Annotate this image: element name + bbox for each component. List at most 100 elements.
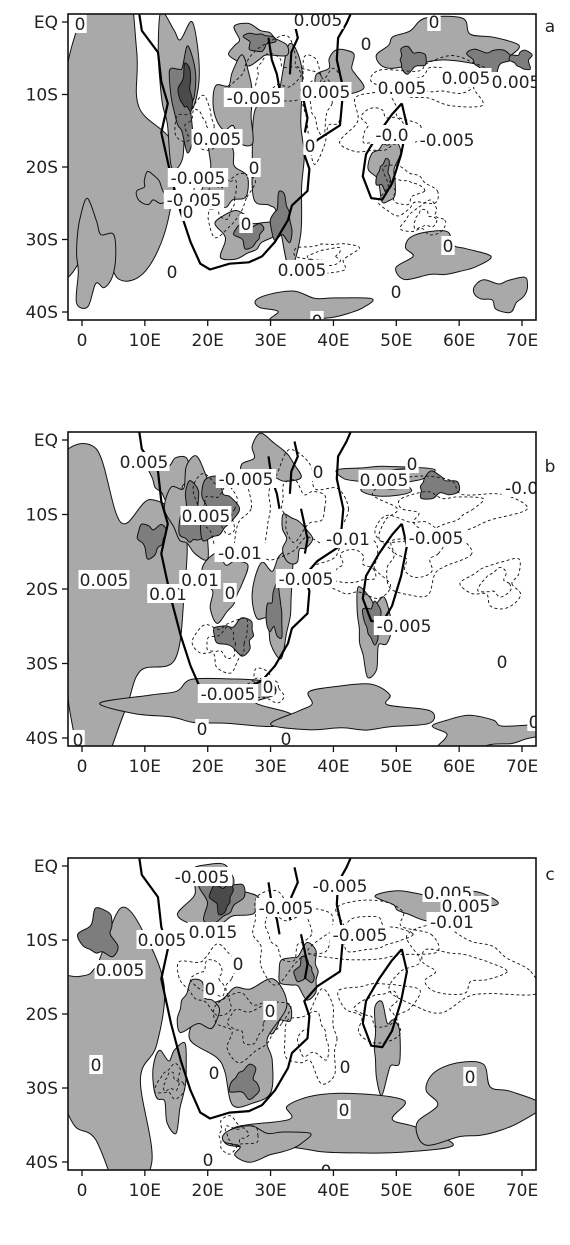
svg-text:0: 0 — [197, 720, 208, 740]
negative-contour — [204, 484, 238, 535]
panel-letter: a — [545, 17, 555, 37]
y-tick-label: 20S — [26, 1005, 58, 1025]
contour-line — [228, 22, 290, 67]
africa-coastline — [138, 14, 352, 271]
svg-text:-0.005: -0.005 — [279, 570, 334, 590]
contour-label: 0 — [303, 136, 317, 157]
negative-contour — [388, 924, 536, 1014]
x-tick-label: 10E — [129, 757, 161, 777]
contour-label: 0 — [207, 1063, 221, 1084]
shaded-region-mid — [266, 582, 283, 639]
contour-label: 0.005 — [78, 570, 130, 591]
svg-text:0: 0 — [263, 678, 274, 698]
x-tick-label: 50E — [380, 1181, 412, 1201]
negative-contour — [459, 557, 522, 610]
shaded-region-light — [473, 277, 528, 313]
svg-text:-0.005: -0.005 — [259, 899, 314, 919]
svg-text:-0.005: -0.005 — [227, 89, 282, 109]
contour-label: -0.005 — [309, 876, 371, 897]
contour-label: 0 — [319, 1161, 333, 1182]
svg-text:0: 0 — [233, 955, 244, 975]
contour-label: 0 — [527, 712, 540, 733]
contour-line — [212, 617, 255, 657]
negative-contour — [370, 55, 490, 108]
y-tick-label: 20S — [26, 158, 58, 178]
contour-label: 0 — [389, 282, 403, 303]
contour-label: 0 — [203, 979, 217, 1000]
shaded-region-light — [416, 1061, 536, 1146]
y-tick-label: EQ — [34, 431, 58, 451]
svg-text:0: 0 — [529, 713, 540, 733]
y-tick-label: 20S — [26, 580, 58, 600]
shaded-region-light — [252, 43, 305, 269]
contour-line — [212, 54, 254, 147]
contour-line — [399, 45, 427, 75]
x-tick-label: 40E — [317, 757, 349, 777]
shaded-region-mid — [270, 190, 292, 243]
contour-label: 0 — [311, 462, 325, 483]
contour-label: -0.005 — [167, 168, 229, 189]
svg-text:0: 0 — [225, 584, 236, 604]
contour-line — [431, 714, 536, 746]
contour-label: -0.0 — [371, 125, 413, 146]
negative-contour — [184, 108, 210, 138]
svg-text:-0.005: -0.005 — [409, 529, 464, 549]
x-tick-label: 70E — [506, 331, 538, 351]
x-tick-label: 50E — [380, 757, 412, 777]
svg-text:0.005: 0.005 — [492, 73, 541, 93]
contour-line — [419, 470, 461, 500]
svg-text:0: 0 — [305, 137, 316, 157]
lake-outline — [267, 37, 281, 90]
madagascar-coastline — [361, 522, 408, 624]
contour-line — [269, 190, 293, 244]
contour-line — [136, 523, 167, 560]
contour-label: 0 — [71, 730, 85, 746]
svg-text:0: 0 — [465, 1068, 476, 1088]
negative-contour — [227, 1005, 268, 1046]
contour-label: -0.005 — [329, 925, 391, 946]
contour-label: -0.005 — [223, 88, 285, 109]
negative-contour — [206, 626, 237, 660]
contour-line — [68, 443, 188, 746]
shaded-region-light — [281, 513, 313, 565]
svg-text:-0.0: -0.0 — [375, 126, 408, 146]
x-tick-label: 10E — [129, 331, 161, 351]
contour-label: 0 — [337, 1100, 351, 1121]
negative-contour — [189, 959, 226, 997]
contour-label: 0 — [73, 14, 87, 35]
contour-label: 0.005 — [276, 260, 328, 281]
svg-text:0: 0 — [407, 455, 418, 475]
negative-contour — [254, 52, 302, 94]
shaded-region-light — [395, 230, 492, 280]
contour-label: 0 — [201, 1150, 215, 1170]
svg-text:0: 0 — [321, 1162, 332, 1182]
contour-label: 0 — [223, 583, 237, 604]
x-tick-label: 60E — [443, 331, 475, 351]
negative-contour — [421, 948, 508, 996]
contour-line — [152, 1041, 187, 1135]
negative-contour — [360, 107, 405, 144]
x-tick-label: 60E — [443, 757, 475, 777]
contour-line — [466, 48, 514, 75]
negative-contour — [339, 91, 422, 153]
svg-text:0: 0 — [313, 463, 324, 483]
contour-label: -0.005 — [373, 616, 435, 637]
svg-text:-0.01: -0.01 — [326, 530, 370, 550]
contour-label: 0 — [405, 454, 419, 475]
contour-label: 0.005 — [136, 930, 188, 951]
contour-label: -0.005 — [416, 130, 478, 151]
shaded-region-mid — [229, 1064, 260, 1100]
contour-label: 0 — [231, 954, 245, 975]
shaded-region-light — [432, 715, 536, 746]
svg-text:0: 0 — [249, 159, 260, 179]
shaded-region-light — [76, 198, 116, 309]
lake-outline — [299, 934, 309, 980]
contour-label: 0 — [463, 1067, 477, 1088]
svg-text:0.005: 0.005 — [138, 931, 187, 951]
contour-label: -0.005 — [255, 898, 317, 919]
contour-label: 0 — [263, 1001, 277, 1022]
negative-contour — [330, 549, 377, 584]
negative-contour — [372, 475, 528, 543]
y-tick-label: 10S — [26, 931, 58, 951]
